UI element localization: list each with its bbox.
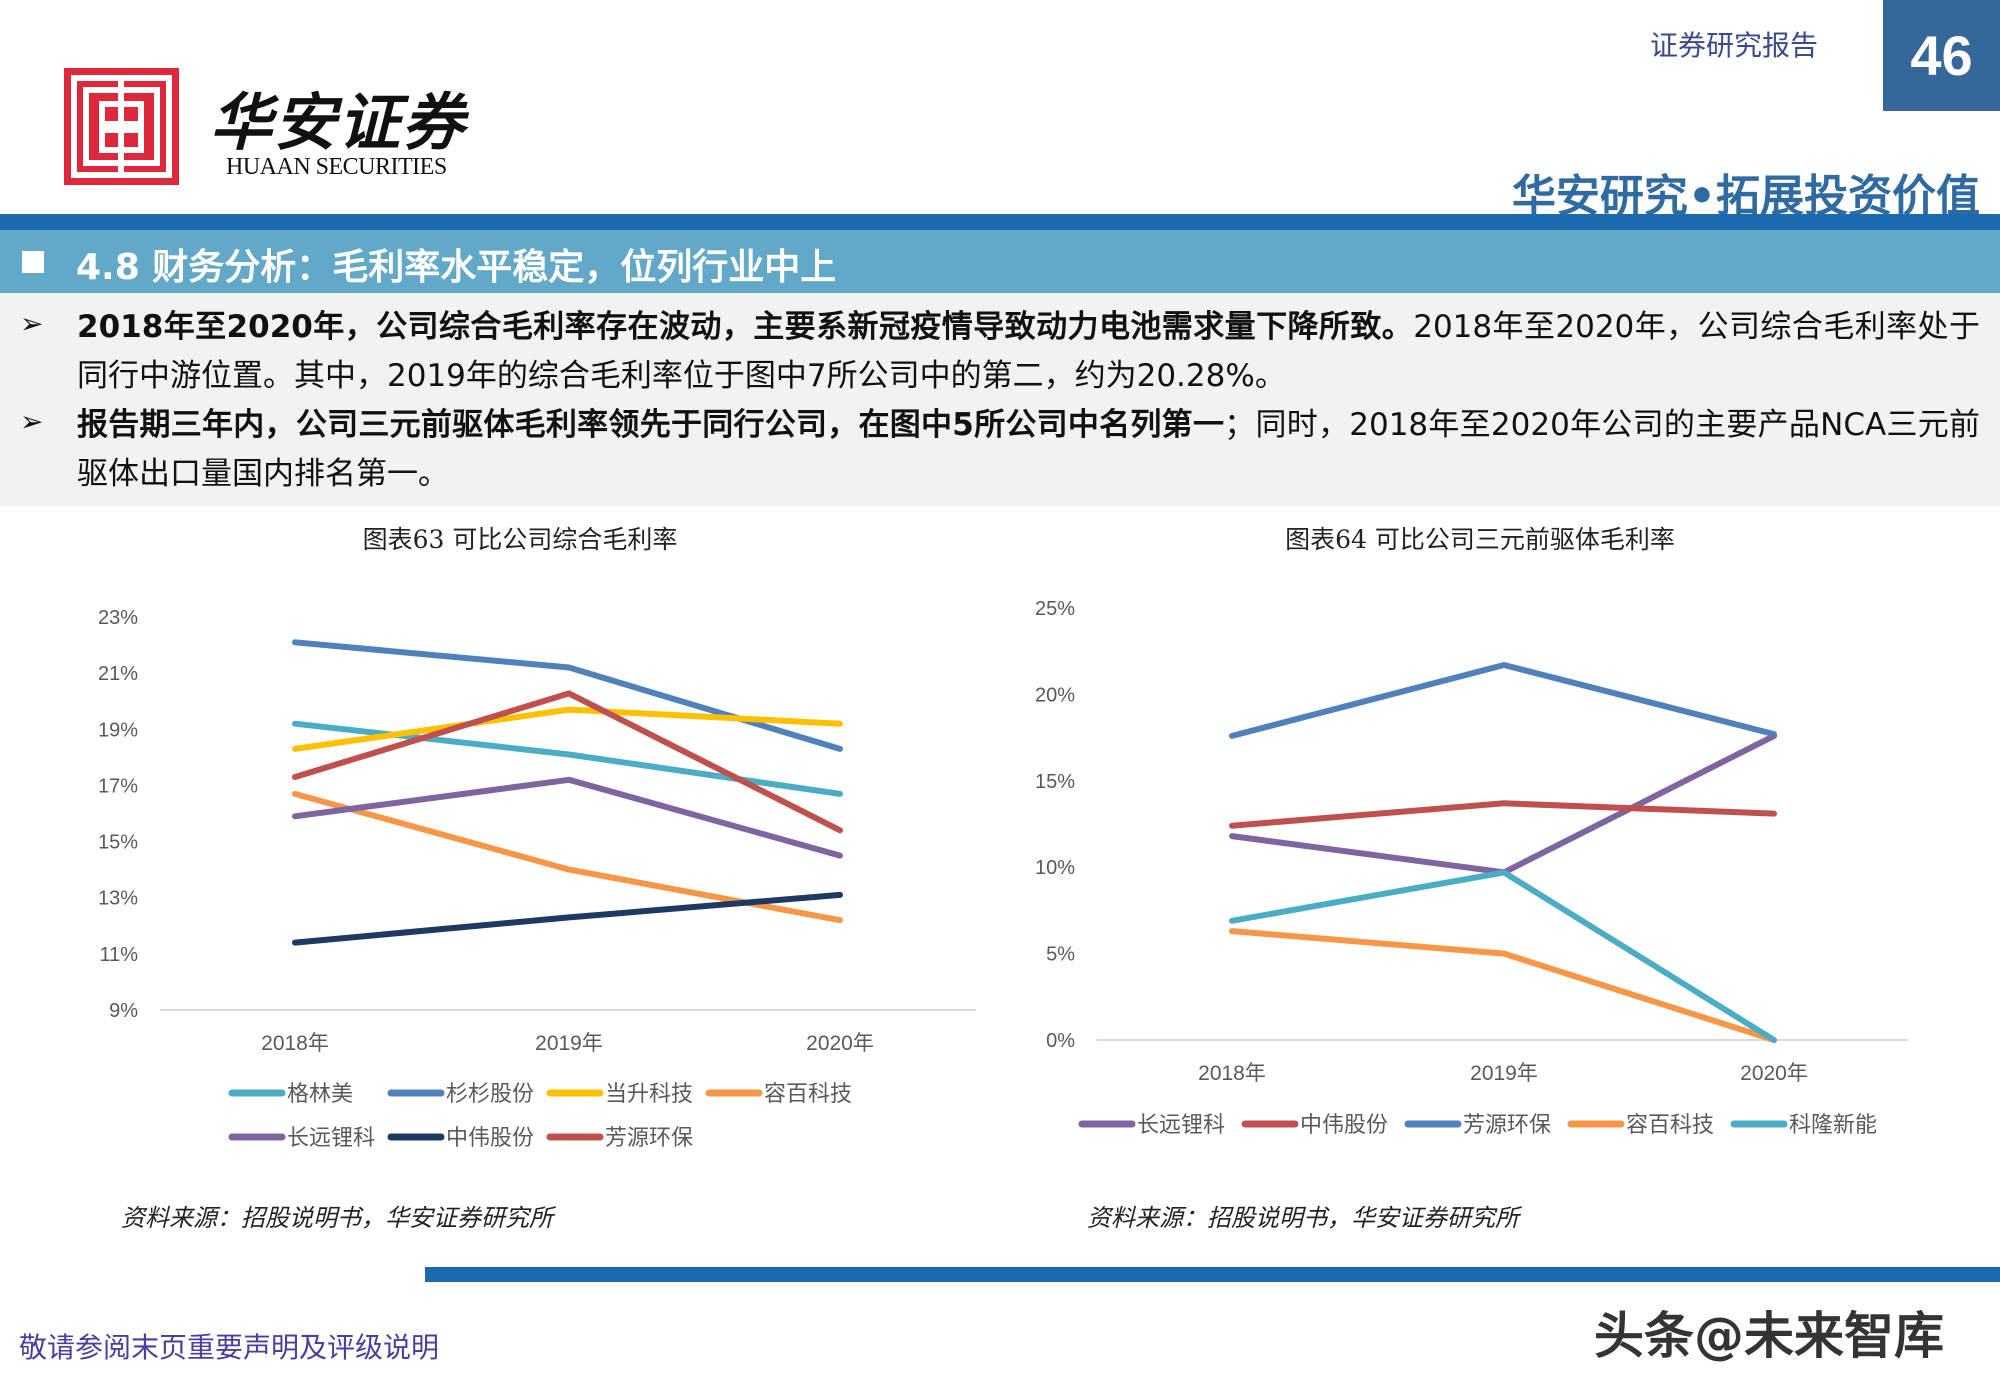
x-tick-label: 2018年	[261, 1032, 329, 1055]
footer-divider	[425, 1267, 2000, 1282]
y-tick-label: 13%	[98, 888, 138, 910]
header-divider	[0, 214, 2000, 230]
arrow-bullet-icon: ➢	[20, 405, 44, 438]
y-tick-label: 15%	[98, 832, 138, 854]
y-tick-label: 10%	[1035, 857, 1075, 879]
slogan: 华安研究•拓展投资价值	[1511, 171, 1980, 222]
chart-63-title: 图表63 可比公司综合毛利率	[362, 525, 678, 554]
legend-label: 当升科技	[605, 1081, 693, 1106]
y-tick-label: 11%	[99, 944, 138, 966]
section-title: 4.8 财务分析：毛利率水平稳定，位列行业中上	[76, 247, 837, 288]
series-line-容百科技	[1229, 928, 1777, 1043]
legend-label: 格林美	[287, 1081, 353, 1106]
series-line-芳源环保	[1229, 662, 1777, 739]
bullet-item: 报告期三年内，公司三元前驱体毛利率领先于同行公司，在图中5所公司中名列第一；同时…	[77, 401, 1980, 499]
legend-label: 芳源环保	[1463, 1112, 1551, 1137]
bullet-text: ；同时，2018年至2020年公司的主要产品NCA三元前驱体出口量国内排名第一。	[77, 407, 1980, 492]
logo-chinese: 华安证券	[210, 86, 467, 159]
legend-label: 中伟股份	[1300, 1112, 1388, 1137]
legend-label: 长远锂科	[1137, 1112, 1225, 1137]
y-tick-label: 9%	[109, 1000, 138, 1022]
x-tick-label: 2020年	[1740, 1062, 1808, 1085]
chart-64-title: 图表64 可比公司三元前驱体毛利率	[1285, 525, 1675, 554]
report-type-label: 证券研究报告	[1650, 29, 1819, 62]
y-tick-label: 15%	[1035, 771, 1075, 793]
bullet-bold-text: 报告期三年内，公司三元前驱体毛利率领先于同行公司，在图中5所公司中名列第一	[77, 407, 1225, 443]
logo-pattern-icon	[71, 75, 172, 178]
series-line-当升科技	[292, 706, 843, 752]
series-line-中伟股份	[1229, 800, 1777, 829]
legend-label: 容百科技	[1626, 1112, 1714, 1137]
summary-bullets: ➢ 2018年至2020年，公司综合毛利率存在波动，主要系新冠疫情导致动力电池需…	[0, 293, 2000, 506]
legend-label: 芳源环保	[605, 1125, 693, 1150]
legend-label: 中伟股份	[446, 1125, 534, 1150]
x-tick-label: 2019年	[1470, 1062, 1538, 1085]
y-tick-label: 17%	[98, 775, 138, 797]
section-header	[0, 230, 2000, 293]
page-number: 46	[1883, 0, 2000, 111]
bullet-item: 2018年至2020年，公司综合毛利率存在波动，主要系新冠疫情导致动力电池需求量…	[77, 303, 1980, 401]
y-tick-label: 25%	[1035, 598, 1075, 620]
series-line-芳源环保	[292, 690, 843, 834]
arrow-bullet-icon: ➢	[20, 307, 44, 340]
chart-64-source: 资料来源：招股说明书，华安证券研究所	[1087, 1204, 1519, 1232]
y-tick-label: 20%	[1035, 684, 1075, 706]
legend-label: 容百科技	[764, 1081, 852, 1106]
y-tick-label: 0%	[1046, 1030, 1075, 1052]
logo-english: HUAAN SECURITIES	[226, 154, 447, 180]
chart-63: 9% 11% 13% 15% 17% 19% 21% 23% 2018年 2019年 2020年格林…	[98, 607, 976, 1150]
series-line-中伟股份	[292, 891, 843, 946]
bullet-text: 2018年至2020年，公司综合毛利率处于同行中游位置。其中，2019年的综合毛…	[77, 309, 1980, 394]
series-line-科隆新能	[1229, 869, 1777, 1043]
disclaimer-note: 敬请参阅末页重要声明及评级说明	[19, 1331, 440, 1364]
chart-63-source: 资料来源：招股说明书，华安证券研究所	[121, 1204, 553, 1232]
legend-label: 杉杉股份	[446, 1081, 534, 1106]
y-tick-label: 5%	[1046, 944, 1075, 966]
series-line-长远锂科	[292, 776, 843, 859]
bullet-bold-text: 2018年至2020年，公司综合毛利率存在波动，主要系新冠疫情导致动力电池需求量…	[77, 309, 1414, 345]
x-tick-label: 2019年	[535, 1032, 603, 1055]
watermark: 头条@未来智库	[1594, 1307, 1944, 1365]
square-bullet-icon	[22, 251, 44, 273]
legend-label: 科隆新能	[1789, 1112, 1877, 1137]
legend-label: 长远锂科	[287, 1125, 375, 1150]
logo-emblem	[64, 68, 179, 185]
y-tick-label: 19%	[98, 719, 138, 741]
y-tick-label: 23%	[98, 607, 138, 629]
y-tick-label: 21%	[98, 663, 138, 685]
x-tick-label: 2020年	[806, 1032, 874, 1055]
x-tick-label: 2018年	[1198, 1062, 1266, 1085]
